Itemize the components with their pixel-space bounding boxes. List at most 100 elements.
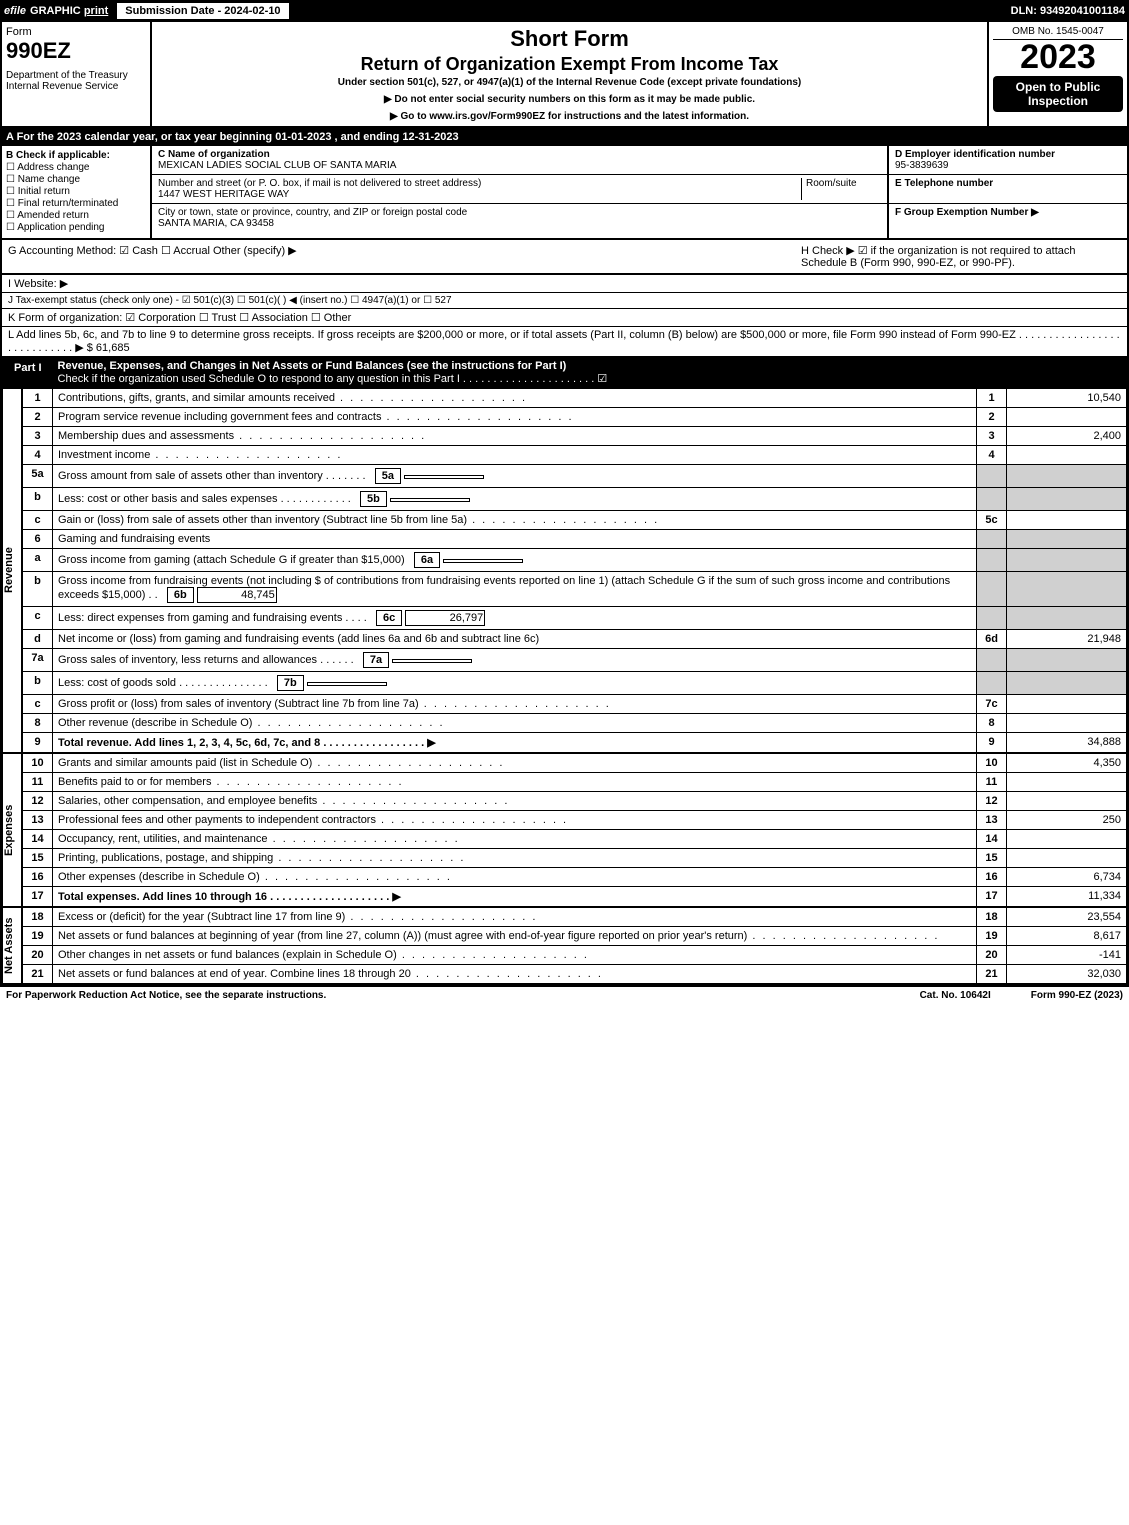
under-section: Under section 501(c), 527, or 4947(a)(1)… [156, 77, 983, 88]
submission-date: Submission Date - 2024-02-10 [116, 2, 289, 20]
city-row: City or town, state or province, country… [152, 204, 887, 232]
revenue-table: 1Contributions, gifts, grants, and simil… [22, 388, 1127, 753]
graphic-label: GRAPHIC [30, 5, 81, 17]
table-row: 16Other expenses (describe in Schedule O… [23, 868, 1127, 887]
cb-final[interactable]: ☐ Final return/terminated [6, 198, 146, 209]
header-left: Form 990EZ Department of the Treasury In… [2, 22, 152, 126]
table-row: 5aGross amount from sale of assets other… [23, 465, 1127, 488]
table-row: 21Net assets or fund balances at end of … [23, 965, 1127, 984]
table-row: cGross profit or (loss) from sales of in… [23, 695, 1127, 714]
dln: DLN: 93492041001184 [1011, 5, 1125, 17]
ein-value: 95-3839639 [895, 160, 948, 171]
tel-label: E Telephone number [895, 178, 993, 189]
page-footer: For Paperwork Reduction Act Notice, see … [0, 986, 1129, 1004]
row-i: I Website: ▶ [0, 275, 1129, 293]
part1-label: Part I [6, 360, 50, 385]
table-row: 11Benefits paid to or for members11 [23, 773, 1127, 792]
return-title: Return of Organization Exempt From Incom… [156, 54, 983, 75]
org-name-label: C Name of organization [158, 149, 270, 160]
row-gh: G Accounting Method: ☑ Cash ☐ Accrual Ot… [0, 240, 1129, 275]
cb-application[interactable]: ☐ Application pending [6, 222, 146, 233]
table-row: aGross income from gaming (attach Schedu… [23, 549, 1127, 572]
form-number: 990EZ [6, 38, 146, 64]
table-row: 12Salaries, other compensation, and empl… [23, 792, 1127, 811]
org-name-row: C Name of organization MEXICAN LADIES SO… [152, 146, 887, 175]
row-l: L Add lines 5b, 6c, and 7b to line 9 to … [0, 327, 1129, 357]
cb-address[interactable]: ☐ Address change [6, 162, 146, 173]
row-a-calendar: A For the 2023 calendar year, or tax yea… [0, 128, 1129, 146]
table-row: bLess: cost or other basis and sales exp… [23, 488, 1127, 511]
table-row: cLess: direct expenses from gaming and f… [23, 607, 1127, 630]
group-label: F Group Exemption Number ▶ [895, 207, 1039, 218]
dept-label: Department of the Treasury Internal Reve… [6, 70, 146, 92]
table-row: 2Program service revenue including gover… [23, 408, 1127, 427]
box-b-title: B Check if applicable: [6, 150, 146, 161]
form-ref: Form 990-EZ (2023) [1031, 990, 1123, 1001]
table-row: 19Net assets or fund balances at beginni… [23, 927, 1127, 946]
table-row: cGain or (loss) from sale of assets othe… [23, 511, 1127, 530]
print-link[interactable]: print [84, 5, 108, 17]
part1-header: Part I Revenue, Expenses, and Changes in… [0, 357, 1129, 388]
top-bar: efile GRAPHIC print Submission Date - 20… [0, 0, 1129, 22]
cb-amended[interactable]: ☐ Amended return [6, 210, 146, 221]
row-g: G Accounting Method: ☑ Cash ☐ Accrual Ot… [8, 244, 801, 269]
efile-label: efile [4, 5, 26, 17]
expenses-table: 10Grants and similar amounts paid (list … [22, 753, 1127, 907]
box-c: C Name of organization MEXICAN LADIES SO… [152, 146, 887, 238]
table-row: 10Grants and similar amounts paid (list … [23, 754, 1127, 773]
header-center: Short Form Return of Organization Exempt… [152, 22, 987, 126]
group-row: F Group Exemption Number ▶ [889, 204, 1127, 221]
netassets-section: Net Assets 18Excess or (deficit) for the… [0, 907, 1129, 986]
revenue-section: Revenue 1Contributions, gifts, grants, a… [0, 388, 1129, 753]
table-row: 6Gaming and fundraising events [23, 530, 1127, 549]
table-row: 7aGross sales of inventory, less returns… [23, 649, 1127, 672]
cat-no: Cat. No. 10642I [920, 990, 991, 1001]
table-row: 4Investment income4 [23, 446, 1127, 465]
street-row: Number and street (or P. O. box, if mail… [152, 175, 887, 204]
expenses-section: Expenses 10Grants and similar amounts pa… [0, 753, 1129, 907]
ssn-warning: ▶ Do not enter social security numbers o… [156, 94, 983, 105]
table-row: 14Occupancy, rent, utilities, and mainte… [23, 830, 1127, 849]
cb-name[interactable]: ☐ Name change [6, 174, 146, 185]
table-row: 8Other revenue (describe in Schedule O)8 [23, 714, 1127, 733]
row-h: H Check ▶ ☑ if the organization is not r… [801, 244, 1121, 269]
box-b: B Check if applicable: ☐ Address change … [2, 146, 152, 238]
street-label: Number and street (or P. O. box, if mail… [158, 178, 481, 189]
short-form-title: Short Form [156, 26, 983, 52]
table-row: 3Membership dues and assessments32,400 [23, 427, 1127, 446]
table-row: 18Excess or (deficit) for the year (Subt… [23, 908, 1127, 927]
table-row: 15Printing, publications, postage, and s… [23, 849, 1127, 868]
header-right: OMB No. 1545-0047 2023 Open to Public In… [987, 22, 1127, 126]
table-row: 1Contributions, gifts, grants, and simil… [23, 389, 1127, 408]
goto-link[interactable]: ▶ Go to www.irs.gov/Form990EZ for instru… [156, 111, 983, 122]
tel-row: E Telephone number [889, 175, 1127, 204]
table-row: 13Professional fees and other payments t… [23, 811, 1127, 830]
table-row: bGross income from fundraising events (n… [23, 572, 1127, 607]
org-name-value: MEXICAN LADIES SOCIAL CLUB OF SANTA MARI… [158, 160, 396, 171]
row-k: K Form of organization: ☑ Corporation ☐ … [0, 309, 1129, 327]
part1-check: Check if the organization used Schedule … [58, 373, 608, 385]
netassets-table: 18Excess or (deficit) for the year (Subt… [22, 907, 1127, 984]
info-section: B Check if applicable: ☐ Address change … [0, 146, 1129, 240]
form-header: Form 990EZ Department of the Treasury In… [0, 22, 1129, 128]
revenue-side-label: Revenue [2, 388, 22, 753]
expenses-side-label: Expenses [2, 753, 22, 907]
table-row: 20Other changes in net assets or fund ba… [23, 946, 1127, 965]
street-value: 1447 WEST HERITAGE WAY [158, 189, 289, 200]
table-row: dNet income or (loss) from gaming and fu… [23, 630, 1127, 649]
tax-year: 2023 [993, 40, 1123, 74]
ein-label: D Employer identification number [895, 149, 1055, 160]
cb-initial[interactable]: ☐ Initial return [6, 186, 146, 197]
table-row: 17Total expenses. Add lines 10 through 1… [23, 887, 1127, 907]
netassets-side-label: Net Assets [2, 907, 22, 984]
ein-row: D Employer identification number 95-3839… [889, 146, 1127, 175]
table-row: 9Total revenue. Add lines 1, 2, 3, 4, 5c… [23, 733, 1127, 753]
paperwork-notice: For Paperwork Reduction Act Notice, see … [6, 990, 326, 1001]
city-label: City or town, state or province, country… [158, 207, 467, 218]
table-row: bLess: cost of goods sold . . . . . . . … [23, 672, 1127, 695]
box-def: D Employer identification number 95-3839… [887, 146, 1127, 238]
room-label: Room/suite [806, 178, 857, 189]
row-j: J Tax-exempt status (check only one) - ☑… [0, 293, 1129, 309]
open-inspection: Open to Public Inspection [993, 76, 1123, 112]
form-label: Form [6, 26, 146, 38]
